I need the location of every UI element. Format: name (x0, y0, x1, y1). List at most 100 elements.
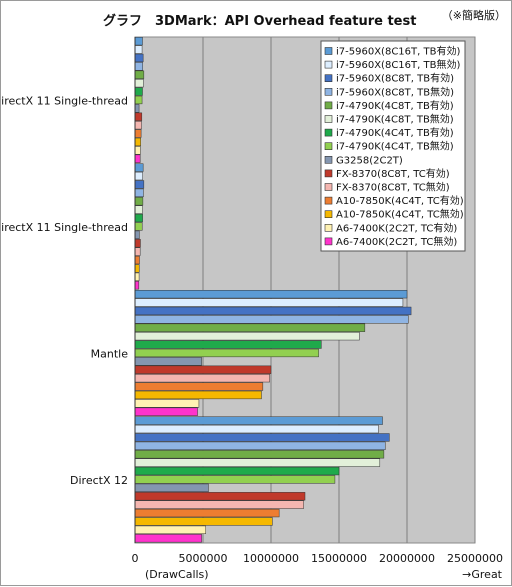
bar (134, 79, 144, 88)
category-labels: DirectX 11 Single-thread DirectX 11 Singl… (1, 94, 128, 487)
bar (134, 517, 273, 526)
bar (134, 247, 141, 256)
legend: i7-5960X(8C16T, TB有効)i7-5960X(8C16T, TB無… (320, 40, 466, 252)
legend-swatch (324, 128, 333, 137)
legend-label: A10-7850K(4C4T, TC無効) (336, 208, 464, 221)
legend-label: i7-5960X(8C8T, TB有効) (336, 72, 454, 85)
bar (134, 104, 140, 113)
bar (134, 365, 272, 374)
bar (134, 290, 408, 299)
bar (134, 205, 143, 214)
chart-title: グラフ 3DMark：API Overhead feature test (103, 13, 416, 29)
bar (134, 146, 141, 155)
bar (134, 424, 379, 434)
legend-label: i7-5960X(8C8T, TB無効) (336, 85, 454, 98)
legend-swatch (324, 224, 333, 232)
legend-swatch (324, 142, 333, 150)
bar (134, 315, 409, 324)
bar (134, 466, 340, 476)
bar (134, 163, 144, 172)
x-tick-label: 10000000 (243, 552, 299, 565)
bar (134, 458, 381, 467)
bar (134, 264, 140, 273)
bar (134, 45, 143, 54)
legend-label: i7-4790K(4C8T, TB無効) (336, 113, 454, 126)
bar (134, 112, 143, 121)
bar (134, 62, 144, 71)
bar (134, 475, 336, 484)
bar (134, 171, 143, 181)
x-tick-label: 15000000 (311, 552, 367, 565)
legend-label: A6-7400K(2C2T, TC無効) (336, 235, 457, 248)
bar (134, 95, 143, 105)
bar (134, 230, 140, 239)
x-tick-label: 25000000 (447, 552, 503, 565)
category-label: DirectX 12 (70, 474, 128, 487)
bar (134, 492, 306, 501)
bar (134, 197, 144, 206)
bar (134, 323, 366, 332)
bar (134, 121, 142, 130)
legend-swatch (324, 115, 333, 123)
legend-box (320, 40, 466, 252)
bar (134, 137, 141, 147)
bar (134, 180, 145, 189)
bar (134, 450, 385, 459)
bar (134, 382, 264, 391)
bar (134, 534, 202, 543)
legend-swatch (324, 156, 333, 164)
legend-swatch (324, 210, 333, 218)
bar (134, 272, 140, 282)
chart-note: （※簡略版） (442, 8, 506, 22)
x-tick-label: 5000000 (179, 552, 228, 565)
bar (134, 154, 141, 163)
legend-swatch (324, 74, 333, 82)
bar (134, 433, 390, 442)
bar (134, 340, 322, 349)
bar (134, 37, 143, 46)
legend-label: i7-5960X(8C16T, TB有効) (336, 45, 460, 58)
bar (134, 390, 262, 400)
bar (134, 255, 140, 265)
bar (134, 407, 198, 416)
x-tick-label: 20000000 (379, 552, 435, 565)
bar (134, 129, 142, 138)
legend-swatch (324, 183, 333, 191)
bar (134, 87, 143, 96)
category-label: Mantle (91, 347, 129, 360)
bar (134, 53, 144, 63)
bar (134, 508, 280, 518)
legend-label: i7-5960X(8C16T, TB無効) (336, 58, 460, 71)
legend-swatch (324, 101, 333, 110)
bar (134, 441, 386, 451)
legend-swatch (324, 169, 333, 178)
bar (134, 281, 140, 290)
legend-swatch (324, 47, 333, 55)
legend-label: FX-8370(8C8T, TC無効) (336, 181, 450, 194)
bar (134, 500, 304, 509)
bars (134, 37, 412, 543)
legend-swatch (324, 60, 333, 69)
category-label: DirectX 11 Single-thread (1, 221, 128, 234)
legend-swatch (324, 196, 333, 205)
bar (134, 298, 404, 307)
category-label: DirectX 11 Single-thread (1, 94, 128, 107)
x-tick-labels: 0 5000000 10000000 15000000 20000000 25000000 (132, 552, 504, 565)
legend-label: G3258(2C2T) (336, 155, 403, 166)
bar (134, 222, 143, 231)
legend-label: FX-8370(8C8T, TC有効) (336, 167, 450, 180)
legend-label: A6-7400K(2C2T, TC有効) (336, 221, 457, 234)
bar (134, 188, 144, 197)
legend-label: i7-4790K(4C4T, TB有効) (336, 126, 454, 139)
bar (134, 416, 383, 425)
direction-label: →Great (462, 568, 503, 581)
bar (134, 70, 145, 79)
legend-label: A10-7850K(4C4T, TC有効) (336, 194, 464, 207)
bar (134, 483, 209, 493)
x-axis-label: (DrawCalls) (145, 568, 209, 581)
legend-swatch (324, 88, 333, 96)
bar (134, 306, 412, 316)
bar (134, 239, 141, 248)
